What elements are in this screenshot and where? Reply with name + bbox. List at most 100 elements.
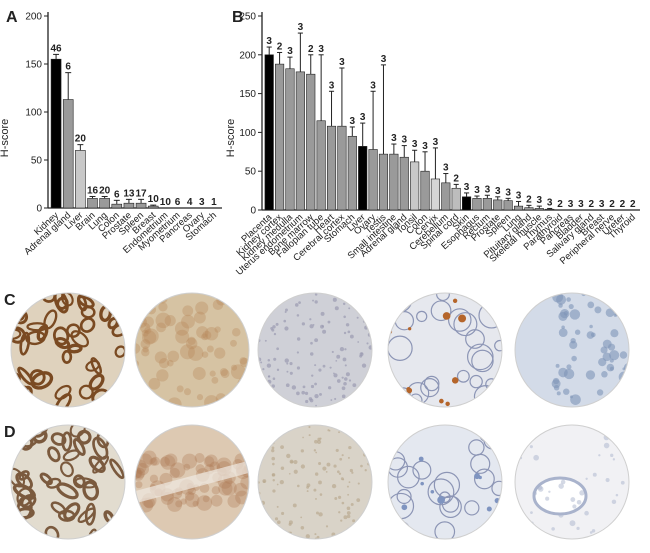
nucleus-mark [338,495,342,499]
stain-mark [595,535,599,538]
tissue-core [388,425,502,539]
stain-mark [556,391,561,396]
nucleus-mark [286,453,291,459]
chart-b-n-label: 2 [609,199,615,210]
stain-mark [563,388,570,395]
chart-b-bar [462,196,472,211]
stain-mark [245,293,249,298]
nucleus-mark [272,325,276,329]
nucleus-mark [365,517,368,520]
nucleus-mark [258,513,261,516]
nucleus-mark [352,400,356,404]
chart-b-ytick-label: 0 [250,206,256,217]
nucleus-mark [311,374,314,377]
chart-b-bar [410,161,420,211]
nucleus-mark [369,425,372,428]
nucleus-mark [334,497,338,500]
stain-mark [183,463,191,471]
stain-mark [598,357,607,367]
stain-mark [135,360,139,368]
stain-mark [196,394,204,401]
stain-mark [576,499,582,505]
nucleus-mark [330,399,333,401]
stain-mark [214,347,226,359]
stain-mark [219,367,228,377]
chart-a-n-label: 6 [65,62,71,73]
chart-b-bar [399,156,409,211]
nucleus-mark [321,325,324,328]
stain-mark [156,369,169,382]
chart-b-n-label: 2 [630,199,636,210]
nucleus-mark [277,430,282,435]
nucleus-mark [336,470,340,474]
tubule-mark [46,477,62,489]
stain-mark [611,298,615,302]
stain-mark [160,454,176,470]
stain-mark [584,510,589,516]
stain-mark [545,496,550,501]
stain-mark [143,316,154,328]
stain-mark [615,493,619,497]
alveolus-mark [469,374,483,389]
nucleus-mark [306,483,311,488]
nucleus-mark [334,397,337,401]
stain-mark [164,315,176,327]
stain-mark [187,336,196,345]
nucleus-mark [309,352,314,356]
stain-mark [149,457,158,466]
stain-mark [579,490,585,496]
chart-b-n-label: 3 [474,185,480,196]
nucleus-mark [361,302,364,306]
stain-mark [211,486,221,495]
stain-mark [202,495,210,503]
nucleus-mark [292,503,297,508]
stain-mark [439,398,444,404]
chart-b-n-label: 3 [505,187,511,198]
nucleus-mark [365,514,369,519]
chart-b-n-label: 3 [381,54,387,65]
tubule-mark [88,373,105,391]
nucleus-mark [304,391,309,396]
nucleus-mark [335,359,338,362]
chart-b-n-label: 3 [370,80,376,91]
stain-mark [610,453,614,458]
stain-mark [204,454,218,468]
nucleus-mark [342,294,346,298]
nucleus-mark [267,375,271,378]
nucleus-mark [328,386,332,390]
nucleus-mark [308,397,313,401]
alveolus-mark [388,527,403,539]
tubule-mark [12,390,28,407]
stain-mark [164,453,178,467]
nucleus-mark [312,324,315,326]
nucleus-mark [348,481,351,484]
tubule-mark [79,317,96,333]
nucleus-mark [314,338,319,343]
chart-a-n-label: 6 [114,189,120,200]
tubule-mark [16,487,33,507]
nucleus-mark [261,530,265,533]
nucleus-mark [344,364,347,367]
stain-mark [571,355,577,362]
chart-b-n-label: 3 [516,190,522,201]
chart-a-bar [147,205,159,209]
nucleus-mark [268,437,272,441]
stain-mark [239,357,247,365]
chart-b-n-label: 2 [277,41,283,52]
stain-mark [174,321,190,336]
tubule-mark [54,393,72,407]
tubule-mark [52,326,70,346]
nucleus-mark [347,429,352,434]
tubule-mark [16,385,33,406]
stain-mark [139,322,151,333]
chart-a-n-label: 46 [51,43,63,54]
stain-mark [569,520,576,527]
stain-mark [195,301,209,315]
stain-mark [206,345,214,353]
chart-a-bar [111,203,123,209]
nucleus-mark [346,514,351,519]
stain-mark [533,454,539,461]
nucleus-mark [286,425,291,428]
nucleus-mark [272,462,275,466]
